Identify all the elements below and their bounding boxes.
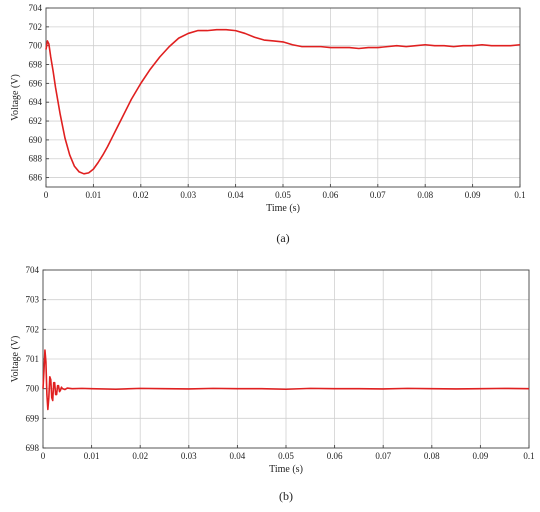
y-tick-label: 696 — [29, 78, 43, 88]
series-line — [42, 349, 530, 411]
x-tick-label: 0.05 — [278, 451, 294, 461]
y-tick-label: 700 — [26, 384, 40, 394]
y-tick-label: 688 — [29, 154, 43, 164]
y-axis-label: Voltage (V) — [10, 74, 21, 121]
y-tick-label: 698 — [26, 443, 40, 453]
x-tick-label: 0.08 — [424, 451, 440, 461]
x-tick-label: 0.02 — [132, 451, 148, 461]
y-tick-label: 694 — [29, 97, 43, 107]
x-tick-label: 0.01 — [84, 451, 100, 461]
x-tick-label: 0.1 — [523, 451, 534, 461]
x-tick-label: 0.03 — [180, 190, 196, 200]
x-tick-label: 0.06 — [327, 451, 343, 461]
x-axis-label: Time (s) — [269, 464, 303, 475]
y-tick-label: 702 — [29, 22, 43, 32]
x-tick-label: 0 — [44, 190, 49, 200]
y-tick-label: 692 — [29, 116, 43, 126]
x-tick-label: 0.02 — [133, 190, 149, 200]
x-tick-label: 0.01 — [86, 190, 102, 200]
plot-frame — [45, 7, 521, 188]
y-tick-label: 704 — [26, 265, 40, 275]
chart-a: 0 0.01 0.02 0.03 0.04 0.05 0.06 0.07 0.08 0.09 0.1… — [10, 3, 526, 245]
plot-frame — [42, 269, 530, 449]
y-tick-label: 699 — [26, 413, 40, 423]
x-tick-label: 0.06 — [323, 190, 339, 200]
chart-b: 0 0.01 0.02 0.03 0.04 0.05 0.06 0.07 0.08 0.09 0.1… — [10, 265, 535, 503]
y-tick-label: 686 — [29, 173, 43, 183]
x-tick-label: 0.03 — [181, 451, 197, 461]
x-tick-label: 0.04 — [230, 451, 246, 461]
figure-caption: (a) — [276, 231, 289, 245]
x-tick-label: 0.1 — [514, 190, 525, 200]
y-tick-label: 704 — [29, 3, 43, 13]
x-tick-label: 0 — [41, 451, 46, 461]
x-axis-label: Time (s) — [266, 203, 300, 214]
y-tick-label: 701 — [26, 354, 40, 364]
x-tick-label: 0.09 — [465, 190, 481, 200]
x-tick-label: 0.09 — [473, 451, 489, 461]
series-line — [45, 28, 521, 175]
x-tick-label: 0.07 — [375, 451, 391, 461]
y-axis-label: Voltage (V) — [10, 336, 21, 383]
figure-caption: (b) — [279, 489, 293, 503]
y-tick-label: 703 — [26, 295, 40, 305]
y-tick-label: 698 — [29, 60, 43, 70]
y-tick-label: 702 — [26, 324, 40, 334]
x-tick-label: 0.07 — [370, 190, 386, 200]
x-tick-label: 0.04 — [228, 190, 244, 200]
x-tick-label: 0.08 — [417, 190, 433, 200]
y-tick-label: 700 — [29, 41, 43, 51]
x-tick-label: 0.05 — [275, 190, 291, 200]
y-tick-label: 690 — [29, 135, 43, 145]
